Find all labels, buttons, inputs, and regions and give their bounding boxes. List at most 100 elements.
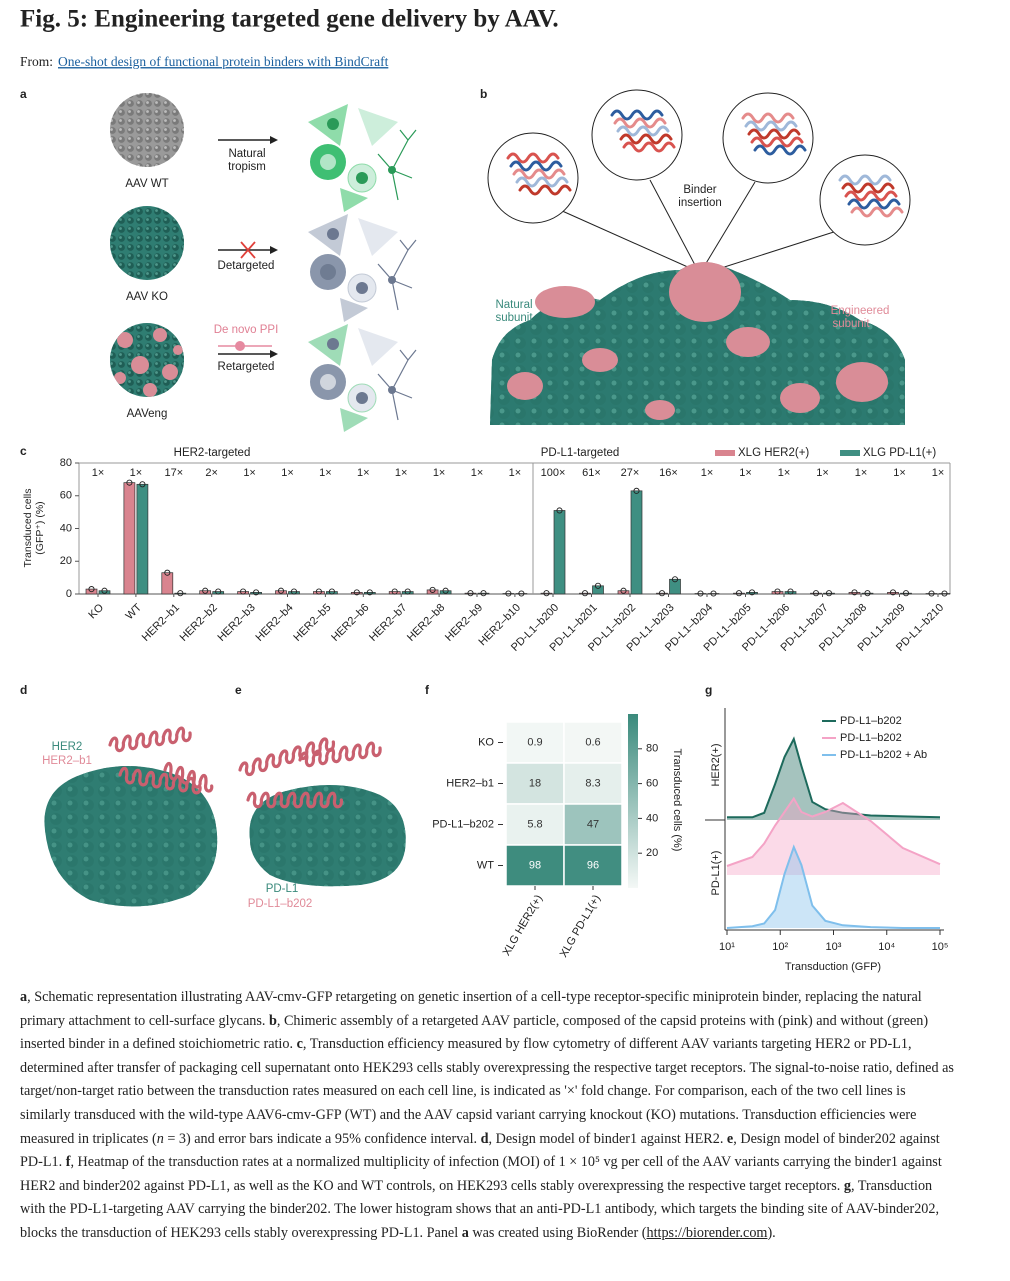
bar-point	[240, 588, 247, 595]
x-tick-label: HER2–b1	[140, 602, 182, 644]
bar-point	[505, 590, 512, 597]
legend-swatch	[715, 450, 735, 456]
cell	[340, 188, 368, 212]
capsid-eng	[110, 323, 184, 397]
nucleus	[327, 228, 339, 240]
cell-value: 5.8	[527, 818, 542, 830]
cell	[358, 328, 398, 366]
caption-link[interactable]: https://biorender.com	[646, 1224, 768, 1241]
annotation: Binder	[683, 184, 716, 196]
fold-annotation: 16×	[659, 467, 678, 479]
cell-value: 47	[587, 818, 599, 830]
caption-text: n	[156, 1130, 164, 1147]
structure-label: PD-L1	[266, 883, 299, 895]
capsid-label: AAV KO	[126, 291, 168, 303]
y-tick-label: 80	[60, 457, 72, 469]
bar	[388, 591, 401, 595]
arrow-label: De novo PPI	[214, 324, 279, 336]
panel-label: a	[20, 87, 27, 101]
caption-panel: g	[843, 1177, 851, 1194]
structure-label: HER2–b1	[42, 755, 92, 767]
fold-annotation: 1×	[893, 467, 906, 479]
legend-label: PD-L1–b202	[840, 732, 902, 744]
fold-annotation: 1×	[433, 467, 446, 479]
bar-point	[543, 590, 550, 597]
helix	[163, 761, 214, 793]
panel-label: d	[20, 683, 27, 697]
bar	[288, 591, 300, 595]
bar	[98, 590, 111, 595]
arrow	[218, 350, 278, 358]
x-tick-label: 10¹	[719, 941, 735, 953]
bar-point	[902, 590, 910, 597]
neuron	[377, 129, 417, 201]
bar-point	[787, 588, 794, 595]
ribbon	[506, 152, 560, 164]
bar-point	[429, 586, 436, 593]
y-tick-label: 0	[66, 588, 72, 600]
legend-label: XLG PD-L1(+)	[863, 447, 936, 459]
bar	[477, 592, 490, 595]
density-area	[727, 739, 940, 820]
bar	[810, 592, 822, 595]
annotation: Engineered	[831, 305, 890, 317]
ribbon	[512, 168, 566, 180]
bar-point	[290, 588, 298, 595]
nucleus	[356, 282, 368, 294]
helix	[298, 741, 382, 768]
cell-value: 98	[529, 859, 541, 871]
caption-panel: c	[296, 1036, 303, 1053]
bar-point	[851, 589, 858, 596]
y-tick-label: 40	[60, 522, 72, 534]
ribbon	[844, 190, 898, 202]
structure-label: HER2	[52, 741, 83, 753]
bar	[733, 592, 745, 595]
bar	[401, 591, 414, 595]
caption-text: , Chimeric assembly of a retargeted AAV …	[20, 1012, 929, 1053]
density-area	[727, 798, 940, 875]
caption-panel: e	[726, 1130, 734, 1147]
ribbon	[515, 176, 569, 188]
fold-annotation: 1×	[395, 467, 408, 479]
fold-annotation: 1×	[243, 467, 256, 479]
heatmap-cell	[563, 803, 623, 846]
nucleus	[320, 264, 336, 280]
structure-e	[249, 785, 406, 887]
ribbon	[622, 141, 676, 153]
bar-point	[467, 590, 474, 597]
fold-annotation: 1×	[932, 467, 945, 479]
capsid-label: AAVeng	[127, 408, 168, 420]
bar	[464, 592, 477, 595]
bar	[161, 572, 174, 595]
arrow-label: tropism	[228, 161, 266, 173]
heatmap-cell	[505, 762, 565, 805]
block-mark	[240, 241, 256, 259]
bar-point	[658, 590, 666, 597]
panel-label: b	[480, 87, 487, 101]
source-link[interactable]: One-shot design of functional protein bi…	[58, 54, 389, 69]
x-tick-label: HER2–b7	[367, 602, 409, 644]
bar-point	[139, 481, 146, 488]
bar-point	[697, 590, 704, 597]
y-tick-label: 60	[60, 490, 72, 502]
bar-point	[328, 588, 335, 595]
cell-group	[308, 104, 417, 212]
caption-text: ).	[767, 1224, 776, 1241]
y-axis-label: Transduced cells	[22, 489, 34, 568]
bar-point	[391, 588, 398, 595]
bar	[861, 592, 874, 595]
caption-text: , Transduction with the PD-L1-targeting …	[20, 1177, 940, 1241]
bar-point	[126, 479, 133, 486]
helix	[118, 766, 202, 795]
y-axis-label: (GFP⁺) (%)	[34, 501, 46, 554]
helix	[246, 791, 343, 809]
panel-label: c	[20, 444, 27, 458]
legend-label: PD-L1–b202 + Ab	[840, 749, 927, 761]
caption: a, Schematic representation illustrating…	[20, 986, 955, 1246]
fold-annotation: 1×	[778, 467, 791, 479]
bar	[656, 592, 668, 595]
fold-annotation: 1×	[357, 467, 370, 479]
helix	[108, 726, 192, 753]
fold-annotation: 1×	[130, 467, 143, 479]
